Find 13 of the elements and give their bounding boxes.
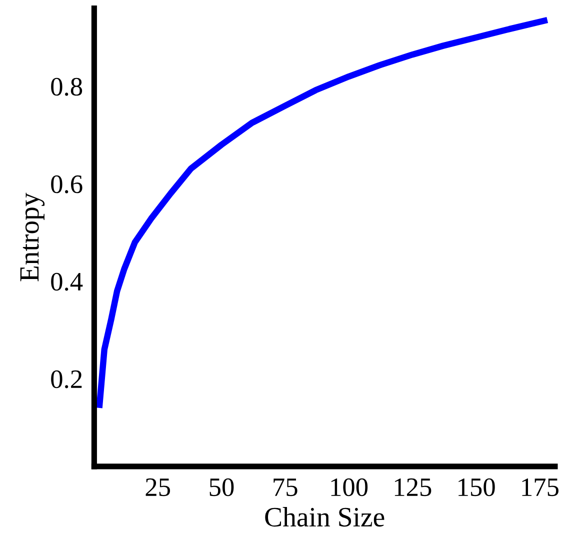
x-tick-label: 75 — [274, 478, 298, 496]
y-tick-label: 0.2 — [51, 370, 82, 388]
x-axis-title: Chain Size — [265, 507, 384, 527]
x-tick-label: 100 — [331, 478, 368, 496]
x-tick-label: 125 — [394, 478, 432, 496]
y-tick-label: 0.6 — [51, 175, 82, 194]
y-axis-title: Entropy — [20, 192, 45, 282]
y-tick-label: 0.4 — [51, 272, 83, 291]
x-tick-label: 150 — [458, 478, 495, 496]
x-tick-label: 175 — [522, 478, 558, 496]
x-tick-label: 50 — [210, 478, 234, 496]
x-tick-label: 25 — [146, 478, 170, 496]
y-tick-label: 0.8 — [51, 78, 82, 96]
